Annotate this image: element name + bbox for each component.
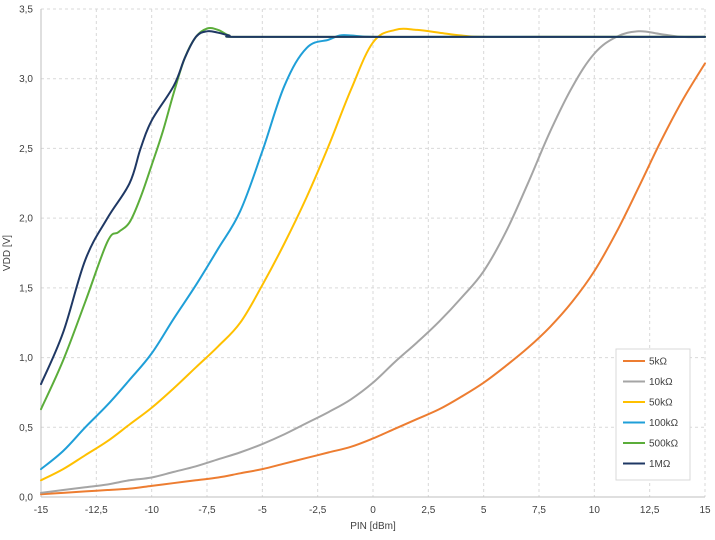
series-lines — [40, 27, 706, 496]
x-tick-label: -5 — [258, 505, 267, 516]
axes — [40, 9, 705, 498]
x-tick-label: -2,5 — [309, 505, 327, 516]
y-tick-labels: 0,0 0,5 1,0 1,5 2,0 2,5 3,0 3,5 — [19, 5, 33, 504]
legend-label: 1MΩ — [649, 459, 671, 470]
x-tick-label: -12,5 — [85, 505, 108, 516]
y-tick-label: 0,5 — [19, 423, 33, 434]
x-tick-label: 12,5 — [640, 505, 660, 516]
gridlines — [40, 8, 706, 498]
x-tick-label: -10 — [144, 505, 159, 516]
y-tick-label: 2,5 — [19, 144, 33, 155]
y-tick-label: 2,0 — [19, 214, 33, 225]
legend-items: 5kΩ 10kΩ 50kΩ 100kΩ 500kΩ 1MΩ — [623, 357, 679, 470]
x-tick-label: 15 — [699, 505, 711, 516]
series-line-10kΩ — [40, 30, 706, 494]
legend-box — [615, 348, 691, 481]
y-tick-label: 0,0 — [19, 493, 33, 504]
x-tick-label: -7,5 — [198, 505, 216, 516]
x-tick-label: 5 — [481, 505, 487, 516]
series-line-1MΩ — [40, 30, 706, 386]
y-axis-title: VDD [V] — [2, 235, 13, 271]
y-tick-label: 3,5 — [19, 5, 33, 16]
series-line-5kΩ — [40, 62, 706, 496]
legend-label: 10kΩ — [649, 377, 673, 388]
legend-label: 5kΩ — [649, 357, 668, 368]
x-tick-label: 7,5 — [532, 505, 546, 516]
legend-label: 100kΩ — [649, 418, 679, 429]
legend-label: 50kΩ — [649, 398, 673, 409]
x-tick-label: 0 — [370, 505, 376, 516]
x-tick-label: 10 — [589, 505, 601, 516]
legend-label: 500kΩ — [649, 439, 679, 450]
x-tick-labels: -15 -12,5 -10 -7,5 -5 -2,5 0 2,5 5 7,5 10 12,5 15 — [34, 505, 711, 516]
y-tick-label: 3,0 — [19, 74, 33, 85]
y-tick-label: 1,5 — [19, 283, 33, 294]
x-tick-label: 2,5 — [421, 505, 435, 516]
y-tick-label: 1,0 — [19, 353, 33, 364]
x-axis-title: PIN [dBm] — [350, 521, 396, 532]
x-tick-label: -15 — [34, 505, 49, 516]
legend: 5kΩ 10kΩ 50kΩ 100kΩ 500kΩ 1MΩ — [615, 348, 691, 481]
